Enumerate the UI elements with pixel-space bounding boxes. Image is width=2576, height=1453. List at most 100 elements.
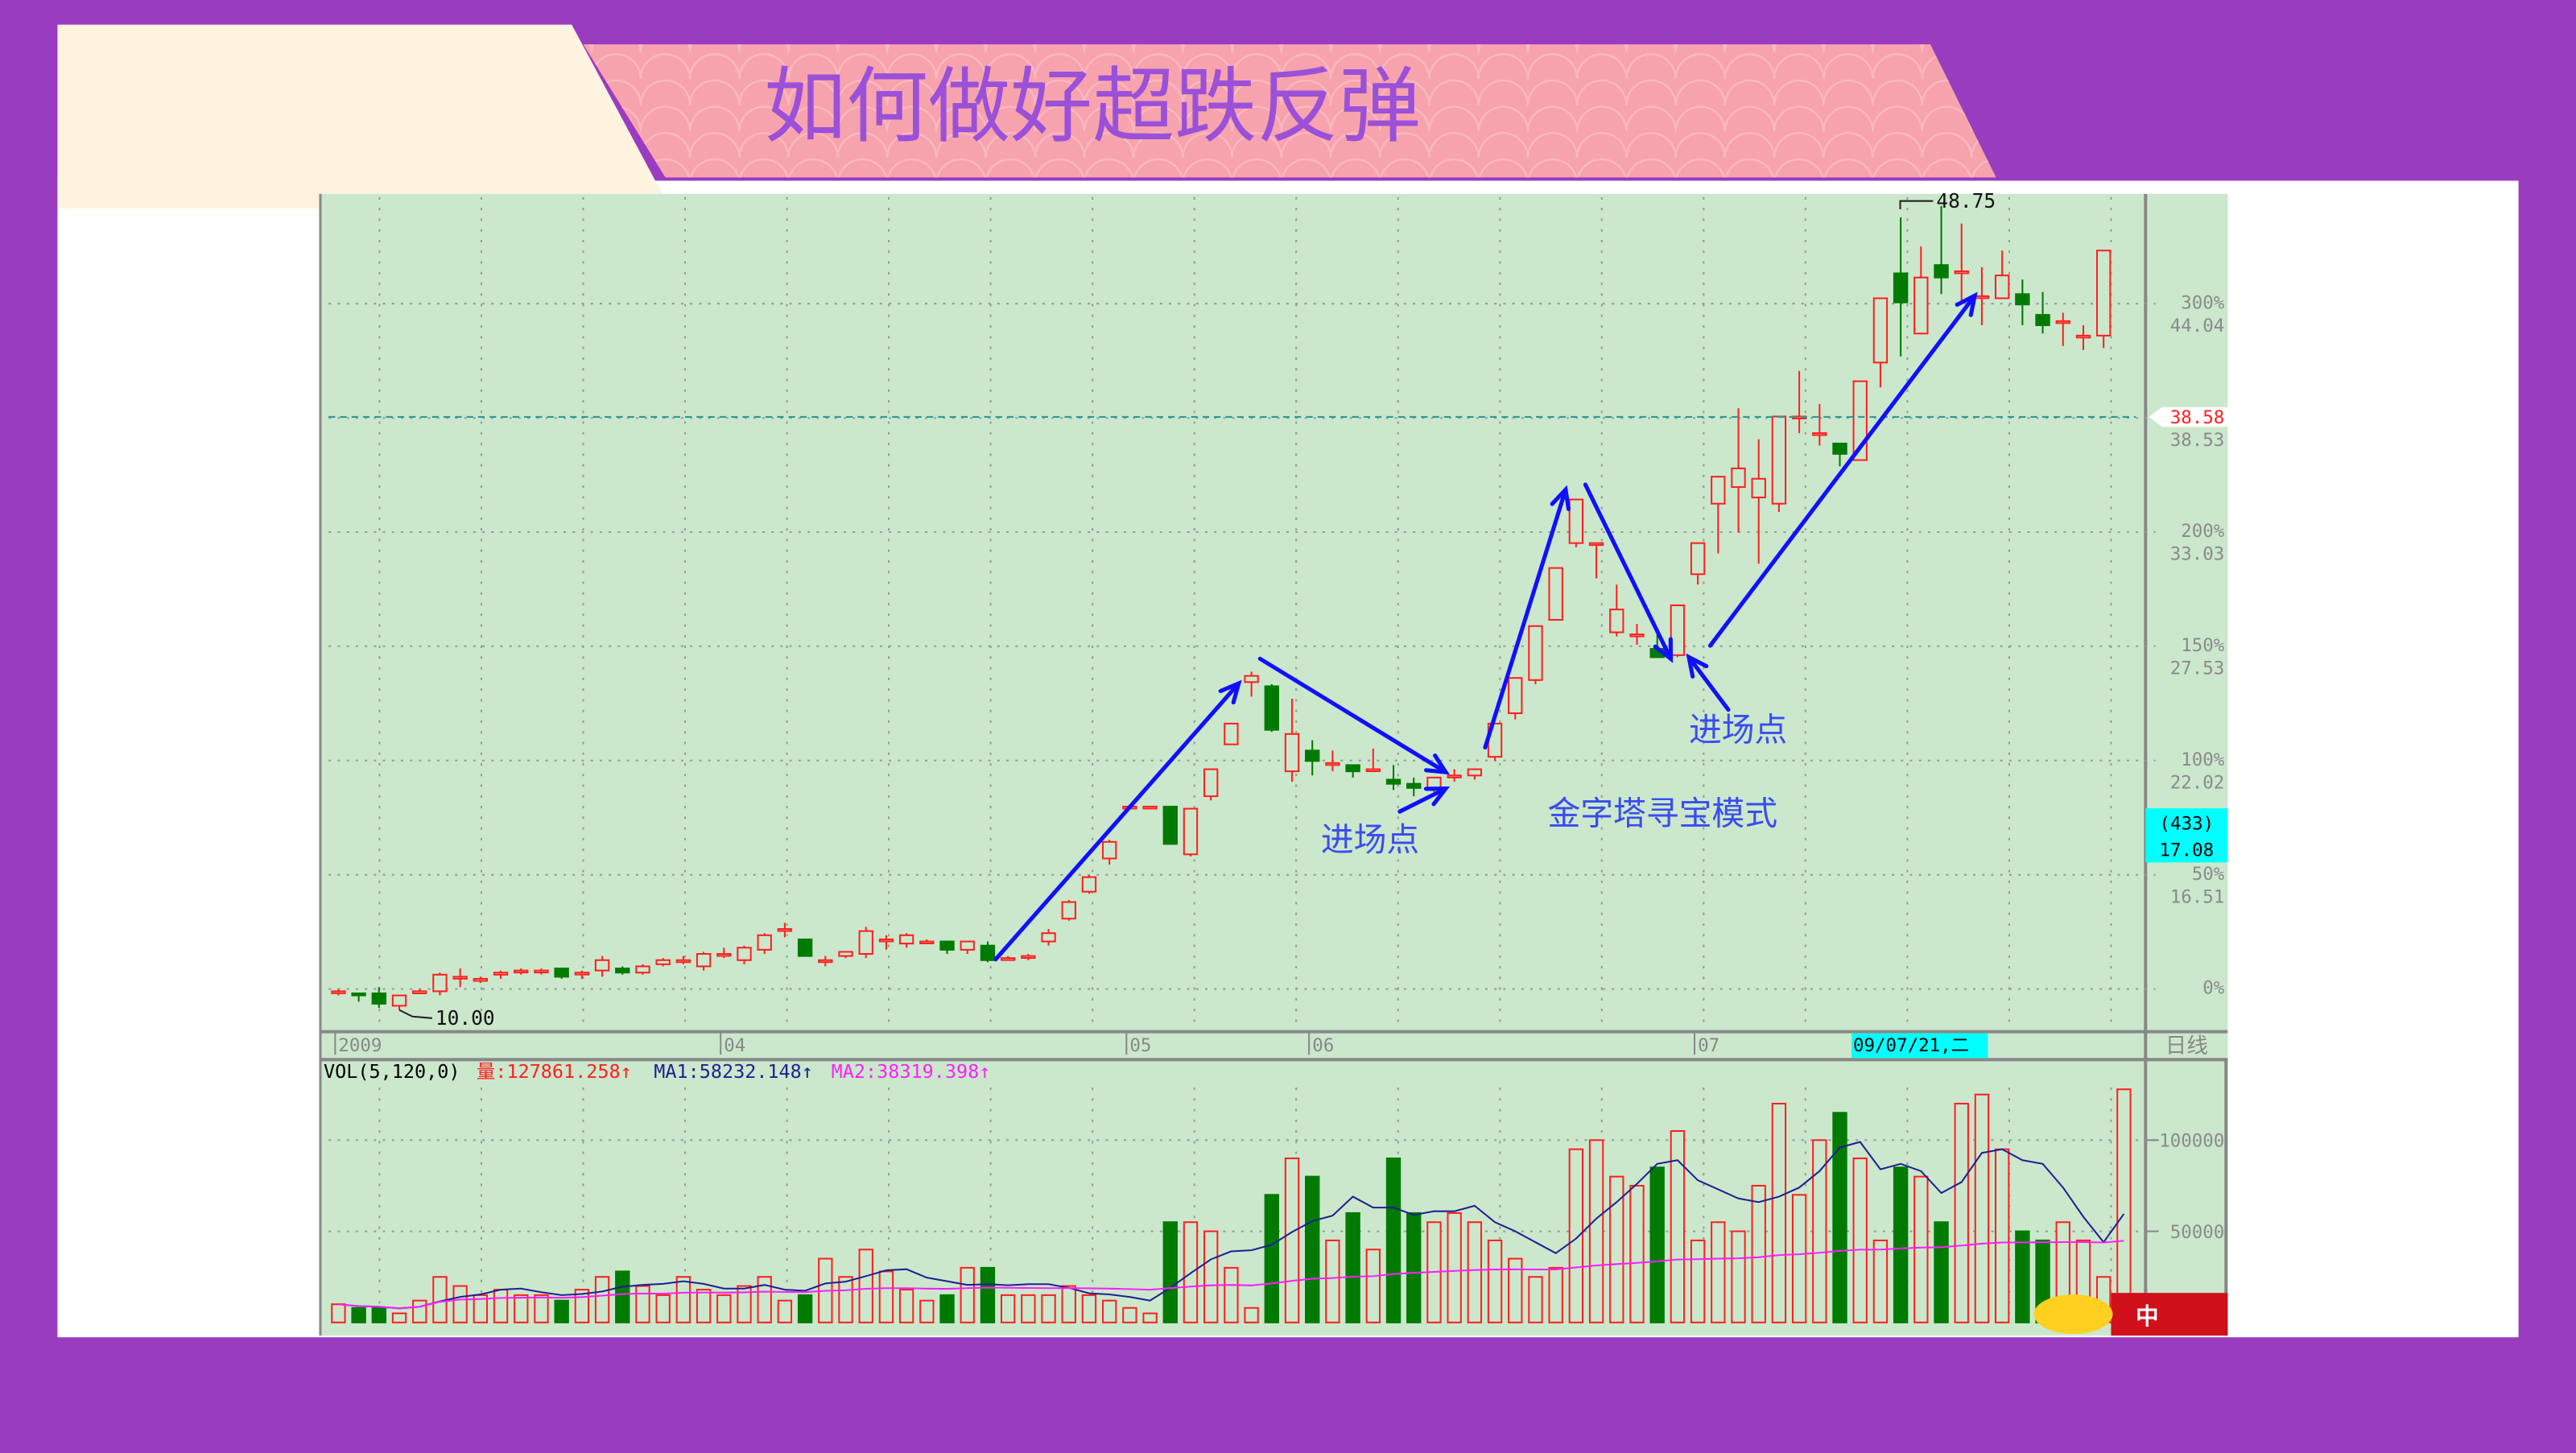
candle — [391, 994, 407, 1010]
candle — [960, 940, 975, 955]
candle-body-up — [737, 947, 752, 961]
price-axis-price-label: 22.02 — [2170, 772, 2225, 793]
vol-indicator-name: VOL(5,120,0) — [324, 1060, 460, 1083]
volume-bar-down — [2015, 1230, 2030, 1323]
banner-pattern — [583, 44, 1996, 178]
candle — [716, 947, 732, 959]
candle-body-up — [2055, 320, 2070, 324]
candle — [655, 958, 671, 967]
volume-bar-up — [1508, 1257, 1523, 1323]
candle — [1508, 677, 1523, 720]
arrow-shaft — [993, 681, 1241, 962]
candle-body-up — [1203, 768, 1219, 798]
candle — [696, 951, 712, 971]
date-axis-label: 2009 — [338, 1035, 382, 1056]
candle — [1994, 250, 2010, 299]
price-axis-price-label: 16.51 — [2170, 886, 2225, 907]
candle-body-up — [1690, 542, 1706, 576]
volume-bar-up — [1061, 1285, 1076, 1323]
candle-body-up — [1913, 276, 1929, 335]
volume-bar-up — [1791, 1194, 1807, 1323]
entry-point-label-1: 进场点 — [1321, 820, 1419, 859]
chart-background — [320, 193, 2228, 1336]
candle — [898, 933, 914, 948]
volume-bar-up — [1122, 1306, 1137, 1323]
volume-bar-down — [1345, 1212, 1360, 1323]
vol-ma1-value: MA1:58232.148↑ — [654, 1060, 813, 1083]
candle-body-up — [1284, 733, 1300, 773]
volume-bar-down — [1934, 1221, 1949, 1323]
arrow — [1257, 656, 1450, 775]
candle-body-up — [452, 976, 468, 980]
candle — [675, 956, 691, 964]
candle-body-up — [1771, 415, 1787, 505]
price-axis-price-label: 33.03 — [2170, 544, 2225, 565]
volume-bar-down — [1649, 1166, 1665, 1323]
volume-bar-up — [1994, 1148, 2010, 1323]
volume-bar-down — [1406, 1212, 1422, 1323]
volume-bar-up — [1771, 1102, 1787, 1323]
price-axis: 0% 50%16.51 100%22.02 150%27.53 200%33.03 38.… — [2170, 292, 2225, 998]
candle — [1101, 840, 1117, 865]
candle-body-up — [412, 990, 427, 995]
volume-bar-up — [635, 1285, 650, 1323]
volume-axis-label: 50000 — [2170, 1222, 2225, 1243]
volume-bar-up — [757, 1276, 772, 1323]
candle — [331, 989, 346, 996]
volume-ma1-line — [338, 1141, 2125, 1310]
candle — [1183, 807, 1199, 857]
candle — [1406, 777, 1422, 797]
candle-body-down — [797, 938, 813, 957]
candle — [1629, 624, 1645, 645]
volume-bar-up — [1852, 1157, 1868, 1323]
candle-body-up — [574, 972, 590, 976]
candle-body-up — [1508, 677, 1523, 715]
candle — [1832, 442, 1847, 467]
candle — [1548, 567, 1563, 621]
volume-bar-up — [493, 1289, 509, 1323]
candle — [2075, 325, 2091, 350]
volume-bar-up — [1751, 1184, 1766, 1323]
candle — [1751, 439, 1766, 564]
volume-bar-down — [1893, 1166, 1909, 1323]
candle — [2095, 250, 2112, 349]
volume-bar-up — [1812, 1139, 1827, 1323]
candle-body-up — [1568, 498, 1584, 544]
arrowhead-icon — [1218, 679, 1242, 705]
candle-body-down — [1406, 782, 1422, 789]
candle-body-up — [1731, 467, 1746, 489]
candle-body-up — [1000, 957, 1016, 961]
cursor-count: (433) — [2160, 814, 2215, 835]
candle-body-up — [1426, 776, 1442, 789]
volume-bar-up — [1142, 1312, 1158, 1323]
cursor-date-label: 09/07/21,二 — [1853, 1035, 1969, 1056]
arrow — [1707, 291, 1978, 648]
arrow — [1483, 485, 1571, 750]
candle-body-down — [2035, 314, 2050, 327]
candle — [412, 989, 427, 995]
candle-body-up — [1081, 876, 1097, 893]
candle-body-up — [473, 977, 489, 982]
candle — [351, 992, 366, 1002]
period-label[interactable]: 日线 — [2165, 1034, 2208, 1059]
volume-bar-up — [1548, 1266, 1563, 1323]
candle-body-up — [1365, 768, 1381, 773]
candle-body-up — [1183, 807, 1199, 856]
candle-body-up — [2075, 334, 2091, 339]
arrow-shaft — [1483, 487, 1568, 750]
candle-body-up — [594, 959, 610, 972]
candle — [1041, 929, 1056, 946]
candle — [1264, 683, 1279, 733]
vol-current-value: 量:127861.258↑ — [477, 1060, 632, 1083]
candle — [757, 933, 772, 955]
volume-bar-up — [534, 1294, 549, 1323]
arrow-shaft — [1686, 654, 1731, 712]
candle — [797, 938, 813, 957]
volume-bar-down — [1832, 1112, 1847, 1323]
volume-bar-up — [1467, 1221, 1483, 1323]
candle — [1872, 297, 1889, 388]
price-axis-pct-label: 200% — [2181, 521, 2225, 542]
volume-bar-down — [939, 1294, 955, 1323]
candle — [594, 956, 610, 977]
